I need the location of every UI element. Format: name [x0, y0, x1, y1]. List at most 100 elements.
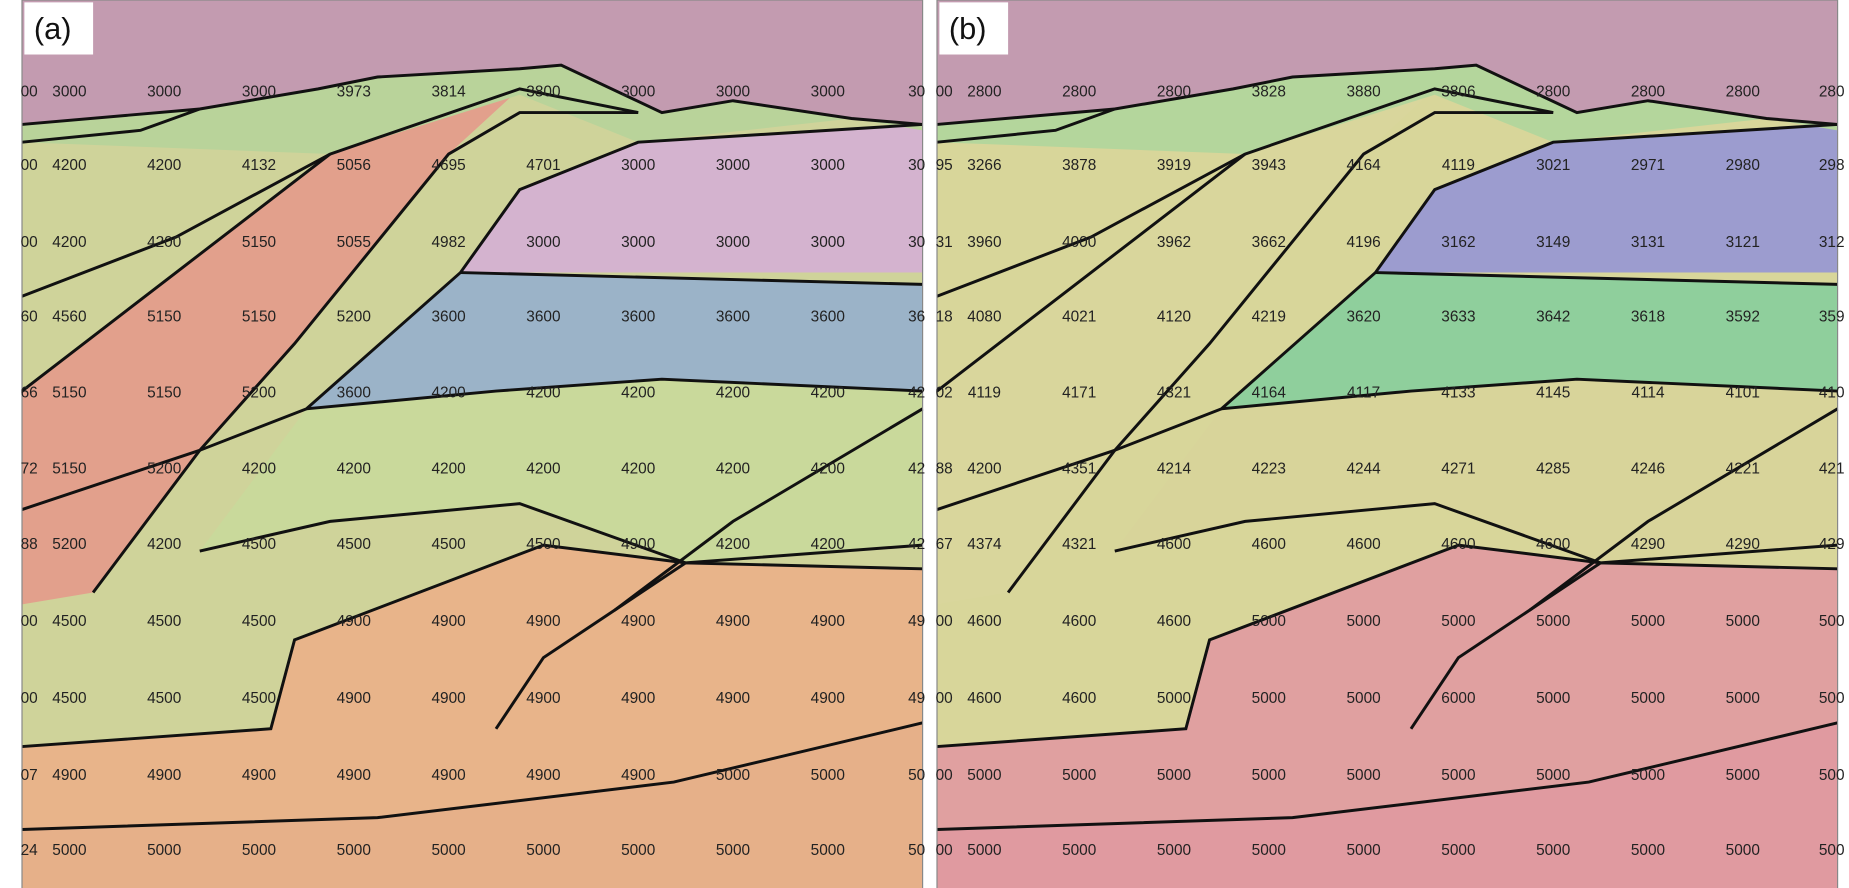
velocity-label: 5000 [1726, 613, 1760, 630]
velocity-label: 4200 [52, 234, 86, 251]
velocity-label: 429 [1819, 536, 1845, 553]
velocity-label: 5000 [1346, 842, 1380, 859]
velocity-label: 5056 [337, 157, 371, 174]
velocity-label: 2800 [1536, 83, 1570, 100]
velocity-label: 49 [908, 613, 925, 630]
velocity-label: 67 [936, 536, 953, 553]
velocity-label: 4600 [1157, 536, 1191, 553]
velocity-label: 4900 [337, 690, 371, 707]
velocity-label: 3878 [1062, 157, 1096, 174]
velocity-label: 3880 [1346, 83, 1380, 100]
velocity-label: 3600 [621, 309, 655, 326]
velocity-label: 5000 [811, 842, 845, 859]
velocity-label: 3131 [1631, 234, 1665, 251]
velocity-label: 2800 [1062, 83, 1096, 100]
velocity-label: 5000 [1726, 767, 1760, 784]
velocity-label: 3600 [811, 309, 845, 326]
velocity-label: 5000 [1631, 613, 1665, 630]
velocity-label: 4200 [526, 384, 560, 401]
velocity-label: 4200 [526, 460, 560, 477]
velocity-label: 4200 [147, 536, 181, 553]
velocity-label: 4600 [1536, 536, 1570, 553]
velocity-label: 4600 [1346, 536, 1380, 553]
velocity-label: 4119 [968, 384, 1001, 401]
velocity-label: 4500 [147, 690, 181, 707]
velocity-label: 3919 [1157, 157, 1191, 174]
velocity-label: 3592 [1726, 309, 1760, 326]
velocity-label: 3600 [716, 309, 750, 326]
velocity-label: 4164 [1346, 157, 1381, 174]
velocity-label: 410 [1819, 384, 1845, 401]
figure: 0030003000300039733814380030003000300030… [0, 0, 1849, 888]
velocity-label: 5150 [52, 384, 86, 401]
velocity-label: 4600 [1062, 690, 1096, 707]
velocity-label: 5000 [1157, 690, 1191, 707]
velocity-label: 3021 [1536, 157, 1570, 174]
velocity-label: 4101 [1726, 384, 1760, 401]
velocity-label: 5150 [242, 234, 276, 251]
velocity-label: 5000 [1252, 690, 1286, 707]
velocity-label: 5000 [1252, 613, 1286, 630]
velocity-label: 3000 [242, 83, 276, 100]
velocity-label: 4900 [621, 613, 655, 630]
velocity-label: 3618 [1631, 309, 1665, 326]
velocity-label: 5000 [1441, 842, 1475, 859]
velocity-label: 5000 [1441, 613, 1475, 630]
velocity-label: 5000 [147, 842, 181, 859]
velocity-label: 5200 [147, 460, 181, 477]
velocity-label: 4600 [967, 613, 1001, 630]
panel-label: (b) [949, 11, 987, 46]
velocity-label: 4900 [431, 767, 465, 784]
velocity-label: 5000 [967, 842, 1001, 859]
velocity-label: 4900 [811, 613, 845, 630]
velocity-label: 5000 [1726, 690, 1760, 707]
velocity-label: 24 [21, 842, 39, 859]
velocity-label: 5055 [337, 234, 371, 251]
velocity-label: 4500 [147, 613, 181, 630]
velocity-label: 02 [936, 384, 953, 401]
velocity-label: 66 [21, 384, 38, 401]
velocity-label: 36 [908, 309, 925, 326]
velocity-label: 00 [936, 767, 953, 784]
velocity-label: 4219 [1252, 309, 1286, 326]
velocity-label: 5000 [1726, 842, 1760, 859]
velocity-label: 5000 [431, 842, 465, 859]
velocity-label: 42 [908, 460, 925, 477]
velocity-label: 3000 [52, 83, 86, 100]
velocity-label: 00 [936, 690, 953, 707]
velocity-label: 30 [908, 83, 925, 100]
velocity-label: 4200 [811, 460, 845, 477]
velocity-label: 4701 [526, 157, 560, 174]
velocity-label: 3960 [967, 234, 1001, 251]
velocity-label: 4120 [1157, 309, 1191, 326]
velocity-label: 5150 [147, 309, 181, 326]
velocity-label: 4271 [1441, 460, 1475, 477]
velocity-label: 4290 [1631, 536, 1665, 553]
velocity-label: 4164 [1252, 384, 1287, 401]
velocity-label: 500 [1819, 842, 1845, 859]
velocity-label: 500 [1819, 767, 1845, 784]
velocity-label: 3000 [716, 234, 750, 251]
velocity-label: 4200 [967, 460, 1001, 477]
velocity-label: 4500 [242, 613, 276, 630]
velocity-label: 3266 [967, 157, 1001, 174]
velocity-label: 4200 [811, 536, 845, 553]
velocity-label: 5000 [337, 842, 371, 859]
velocity-label: 4285 [1536, 460, 1570, 477]
velocity-label: 5200 [52, 536, 86, 553]
velocity-label: 4500 [52, 690, 86, 707]
velocity-label: 4600 [1252, 536, 1286, 553]
panel: 0028002800280038283880380628002800280028… [936, 0, 1845, 888]
velocity-label: 72 [21, 460, 38, 477]
velocity-label: 4200 [147, 157, 181, 174]
velocity-label: 3814 [431, 83, 466, 100]
velocity-label: 2800 [967, 83, 1001, 100]
velocity-label: 6000 [1441, 690, 1475, 707]
velocity-label: 4900 [147, 767, 181, 784]
velocity-label: 5000 [1252, 842, 1286, 859]
velocity-label: 4900 [52, 767, 86, 784]
velocity-label: 5000 [1441, 767, 1475, 784]
velocity-label: 42 [908, 384, 925, 401]
velocity-label: 3000 [621, 234, 655, 251]
